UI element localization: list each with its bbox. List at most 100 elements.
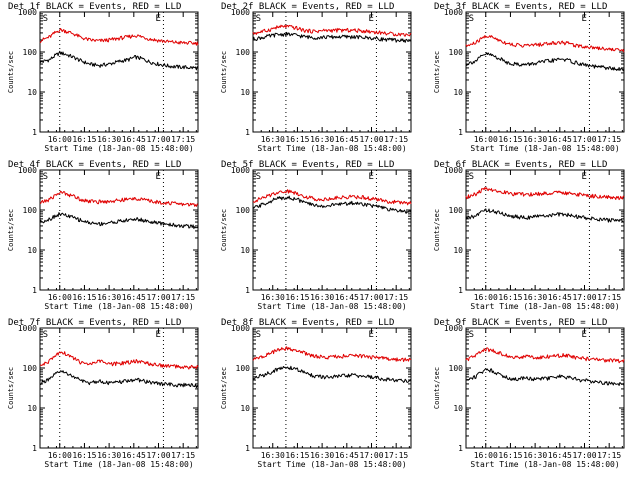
plot-frame: [39, 11, 199, 133]
start-marker-label: S: [43, 330, 48, 340]
series-events-line: [252, 365, 412, 383]
x-tick-label: 16:30: [310, 293, 334, 302]
chart-title: Det 5f BLACK = Events, RED = LLD: [221, 160, 394, 170]
series-events-line: [39, 370, 199, 389]
x-tick-label: 16:15: [285, 293, 309, 302]
y-tick-label: 1: [458, 286, 463, 295]
chart-panel: Det 5f BLACK = Events, RED = LLD S E 1 10 100…: [220, 160, 412, 311]
x-tick-label: 17:00: [359, 135, 383, 144]
x-tick-label: 16:15: [285, 451, 309, 460]
x-tick-label: 16:30: [97, 451, 121, 460]
x-tick-label: 16:45: [122, 293, 146, 302]
plot-frame: [39, 327, 199, 449]
x-tick-label: 16:45: [548, 135, 572, 144]
series-lld-line: [39, 190, 199, 207]
plot-frame: [252, 169, 412, 291]
y-tick-label: 10: [27, 88, 37, 97]
y-axis-label: Counts/sec: [7, 51, 15, 93]
series-lld-line: [252, 346, 412, 362]
y-tick-label: 1000: [231, 166, 250, 175]
start-marker-label: S: [43, 14, 48, 24]
x-axis-label: Start Time (18-Jan-08 15:48:00): [257, 460, 406, 469]
y-tick-label: 1: [32, 286, 37, 295]
x-tick-label: 17:00: [572, 293, 596, 302]
y-tick-label: 100: [236, 48, 251, 57]
chart-title: Det 1f BLACK = Events, RED = LLD: [8, 2, 181, 12]
end-marker-label: E: [155, 330, 160, 340]
y-axis-label: Counts/sec: [433, 51, 441, 93]
plot-frame: [252, 327, 412, 449]
chart-panel: Det 4f BLACK = Events, RED = LLD S E 1 10 100…: [7, 160, 199, 311]
start-marker-label: S: [469, 330, 474, 340]
x-tick-label: 16:30: [261, 451, 285, 460]
end-marker-label: E: [581, 14, 586, 24]
y-tick-label: 100: [23, 206, 38, 215]
y-tick-label: 1000: [18, 8, 37, 17]
x-tick-label: 17:00: [359, 451, 383, 460]
series-events-line: [252, 195, 412, 214]
end-marker-label: E: [155, 14, 160, 24]
y-tick-label: 10: [453, 88, 463, 97]
chart-panel: Det 8f BLACK = Events, RED = LLD S E 1 10 100…: [220, 318, 412, 469]
x-tick-label: 16:30: [523, 135, 547, 144]
y-tick-label: 1000: [444, 324, 463, 333]
y-tick-label: 1: [458, 128, 463, 137]
chart-title: Det 8f BLACK = Events, RED = LLD: [221, 318, 394, 328]
x-tick-label: 16:30: [97, 135, 121, 144]
y-tick-label: 1000: [231, 324, 250, 333]
chart-title: Det 9f BLACK = Events, RED = LLD: [434, 318, 607, 328]
y-tick-label: 100: [236, 364, 251, 373]
x-tick-label: 16:00: [474, 135, 498, 144]
series-lld-line: [465, 347, 625, 364]
end-marker-label: E: [368, 330, 373, 340]
end-marker-label: E: [368, 14, 373, 24]
x-axis-label: Start Time (18-Jan-08 15:48:00): [44, 460, 193, 469]
x-tick-label: 16:15: [498, 451, 522, 460]
y-tick-label: 10: [27, 246, 37, 255]
x-tick-label: 16:15: [498, 293, 522, 302]
series-events-line: [465, 368, 625, 386]
y-tick-label: 1: [245, 286, 250, 295]
series-events-line: [465, 52, 625, 72]
chart-title: Det 4f BLACK = Events, RED = LLD: [8, 160, 181, 170]
x-tick-label: 17:15: [171, 451, 195, 460]
x-tick-label: 17:00: [572, 135, 596, 144]
x-tick-label: 16:30: [523, 293, 547, 302]
series-lld-line: [465, 35, 625, 53]
x-tick-label: 17:15: [384, 135, 408, 144]
end-marker-label: E: [581, 172, 586, 182]
y-axis-label: Counts/sec: [433, 367, 441, 409]
x-tick-label: 17:00: [359, 293, 383, 302]
x-tick-label: 16:45: [122, 135, 146, 144]
x-tick-label: 16:00: [474, 451, 498, 460]
series-lld-line: [39, 351, 199, 370]
series-events-line: [39, 212, 199, 230]
y-tick-label: 100: [449, 364, 464, 373]
x-tick-label: 16:15: [498, 135, 522, 144]
x-tick-label: 16:45: [335, 293, 359, 302]
x-tick-label: 17:00: [146, 451, 170, 460]
y-tick-label: 10: [453, 246, 463, 255]
x-tick-label: 16:45: [335, 451, 359, 460]
y-tick-label: 1: [458, 444, 463, 453]
y-tick-label: 100: [23, 48, 38, 57]
x-tick-label: 17:15: [597, 293, 621, 302]
series-events-line: [465, 208, 625, 223]
y-tick-label: 1000: [231, 8, 250, 17]
x-tick-label: 16:30: [97, 293, 121, 302]
plot-frame: [465, 327, 625, 449]
x-tick-label: 16:15: [285, 135, 309, 144]
chart-panel: Det 9f BLACK = Events, RED = LLD S E 1 10 100…: [433, 318, 625, 469]
y-tick-label: 100: [449, 206, 464, 215]
plot-frame: [465, 11, 625, 133]
x-tick-label: 16:45: [548, 293, 572, 302]
plot-frame: [39, 169, 199, 291]
x-tick-label: 17:15: [171, 293, 195, 302]
y-axis-label: Counts/sec: [7, 209, 15, 251]
chart-title: Det 2f BLACK = Events, RED = LLD: [221, 2, 394, 12]
x-tick-label: 17:15: [384, 293, 408, 302]
x-tick-label: 16:15: [72, 135, 96, 144]
x-tick-label: 16:30: [261, 293, 285, 302]
y-tick-label: 1000: [18, 324, 37, 333]
x-tick-label: 17:00: [146, 293, 170, 302]
